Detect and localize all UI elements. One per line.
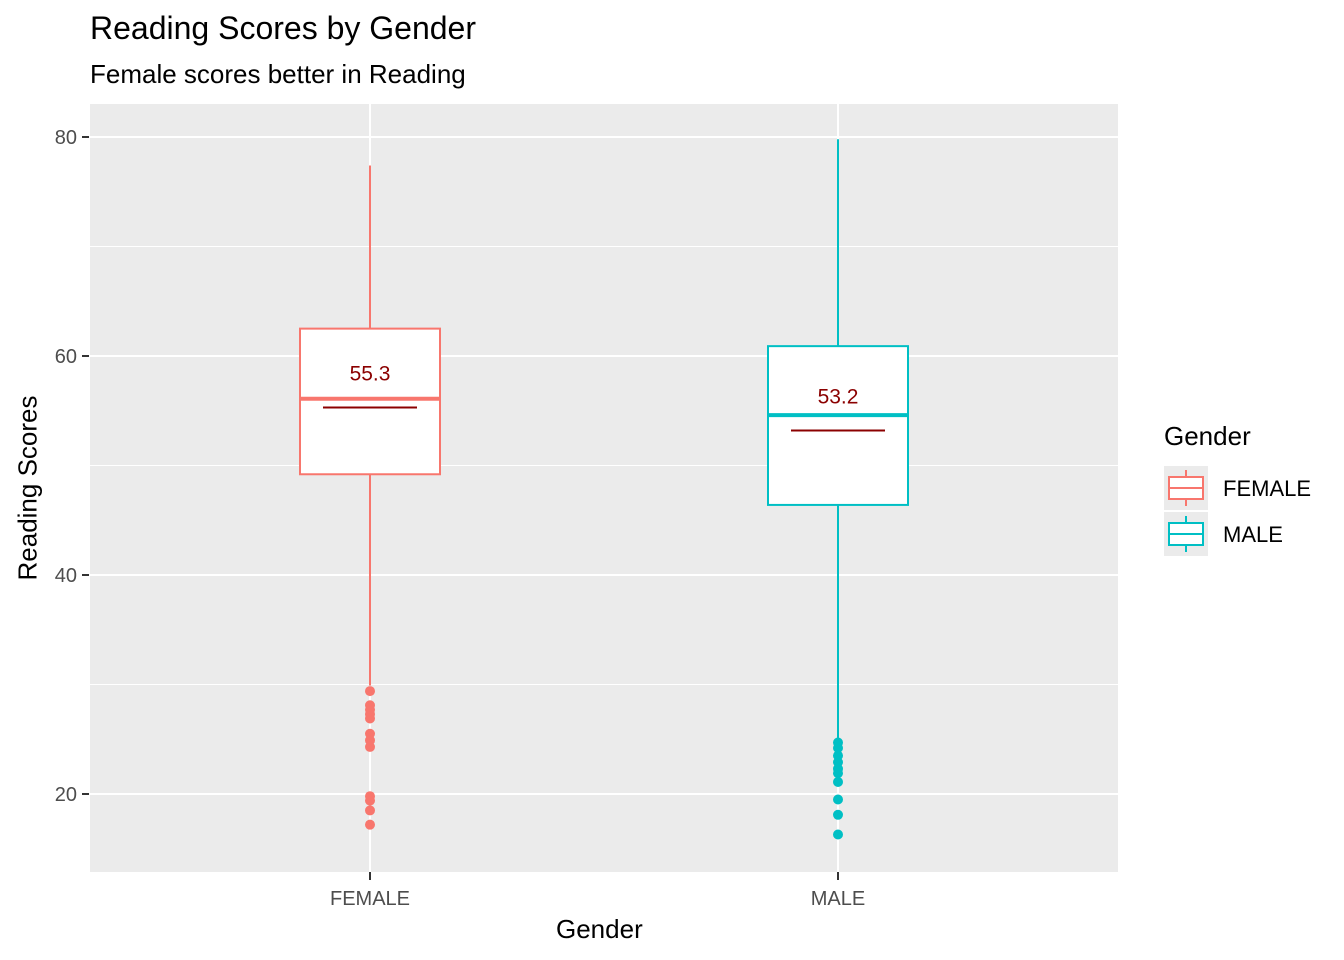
y-tick-label: 20	[55, 784, 77, 806]
x-axis-label: Gender	[556, 914, 643, 944]
legend-title: Gender	[1164, 421, 1251, 451]
legend-label-male: MALE	[1223, 522, 1283, 547]
legend-key-female	[1164, 466, 1208, 510]
outlier-point	[833, 776, 843, 787]
chart-subtitle: Female scores better in Reading	[90, 59, 466, 89]
outlier-point	[365, 805, 375, 816]
mean-label: 55.3	[350, 362, 391, 385]
outlier-point	[833, 743, 843, 754]
x-tick-label: MALE	[811, 888, 865, 910]
outlier-point	[833, 768, 843, 779]
legend-key-male	[1164, 512, 1208, 556]
outlier-point	[365, 741, 375, 752]
legend-label-female: FEMALE	[1223, 476, 1312, 501]
outlier-point	[833, 809, 843, 820]
outlier-point	[365, 819, 375, 830]
box-male	[767, 345, 909, 506]
outlier-point	[833, 829, 843, 840]
y-axis-label: Reading Scores	[12, 395, 43, 581]
outlier-point	[365, 686, 375, 697]
x-tick-label: FEMALE	[330, 888, 410, 910]
y-tick-label: 80	[55, 127, 77, 149]
y-tick-label: 40	[55, 565, 77, 587]
plot-panel	[90, 104, 1118, 872]
box-female	[299, 327, 441, 476]
outlier-point	[365, 795, 375, 806]
mean-label: 53.2	[818, 385, 859, 408]
outlier-point	[365, 713, 375, 724]
y-tick-label: 60	[55, 346, 77, 368]
chart-title: Reading Scores by Gender	[90, 10, 476, 46]
outlier-point	[833, 794, 843, 805]
